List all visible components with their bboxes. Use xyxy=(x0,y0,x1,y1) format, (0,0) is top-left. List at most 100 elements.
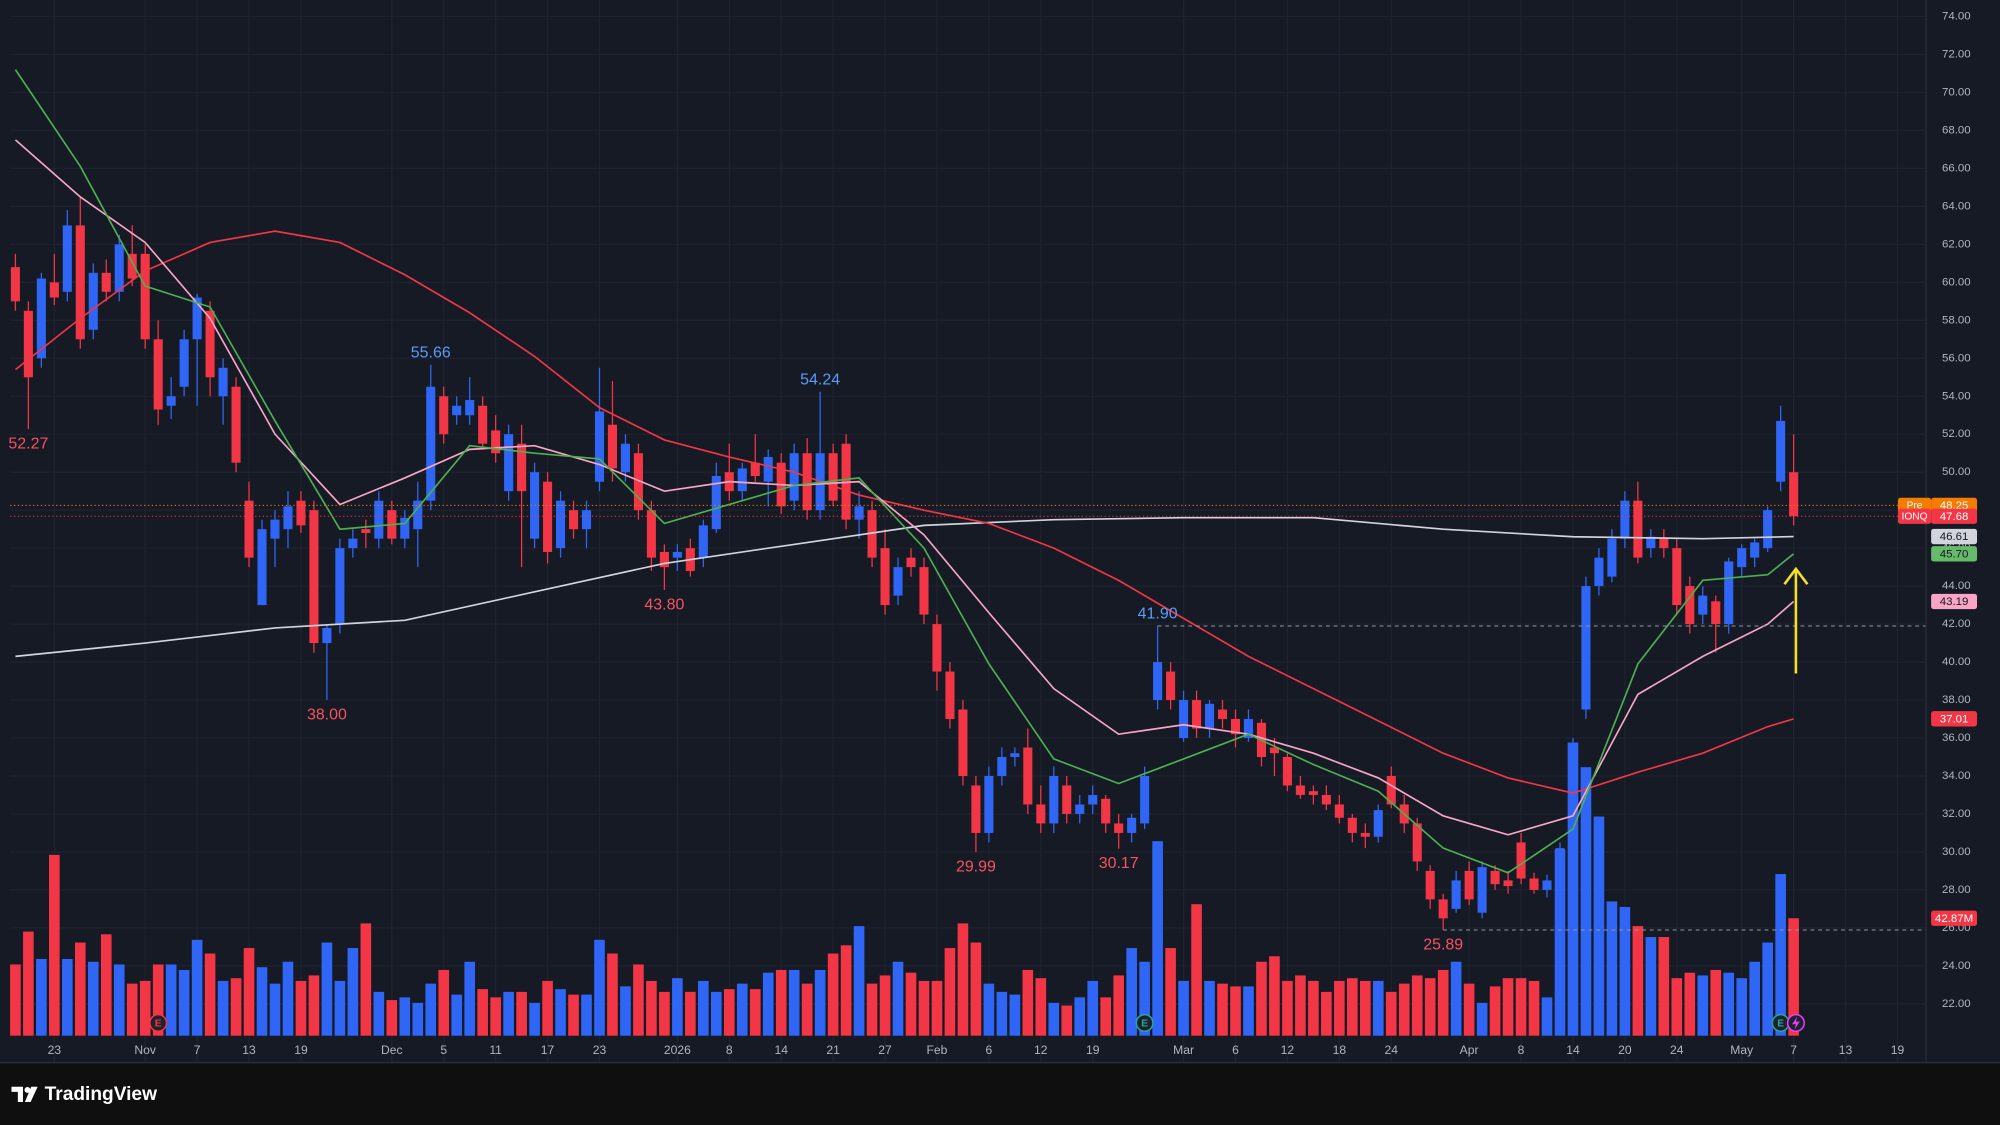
volume-bar xyxy=(451,994,463,1036)
volume-bar xyxy=(775,969,787,1036)
candle-body xyxy=(465,400,475,416)
volume-bar xyxy=(1684,972,1696,1036)
volume-bar xyxy=(788,969,800,1036)
candle-body xyxy=(1036,804,1046,824)
x-tick-label: 8 xyxy=(1518,1043,1525,1057)
brand: TradingView xyxy=(45,1084,157,1105)
candle-body xyxy=(1217,709,1228,720)
candle-body xyxy=(646,510,656,558)
volume-bar xyxy=(581,994,592,1036)
x-tick-label: 19 xyxy=(1891,1043,1905,1057)
y-tick-label: 32.00 xyxy=(1942,808,1971,820)
volume-bar xyxy=(1243,986,1254,1036)
event-label: E xyxy=(1141,1018,1148,1029)
volume-bar xyxy=(672,978,683,1036)
candle-body xyxy=(1646,536,1656,549)
candle-body xyxy=(1282,756,1292,786)
moving-average xyxy=(14,69,1795,874)
volume-bar xyxy=(1035,978,1047,1036)
candle-body xyxy=(581,510,592,530)
event-label: E xyxy=(1777,1018,1784,1029)
candle-body xyxy=(1659,538,1669,549)
candle-body xyxy=(1088,794,1098,805)
y-tick-label: 50.00 xyxy=(1942,466,1971,478)
candle-body xyxy=(1373,810,1383,837)
candle-body xyxy=(802,453,812,511)
volume-bar xyxy=(1658,937,1670,1036)
volume-bar xyxy=(1645,937,1657,1036)
volume-bar xyxy=(217,980,229,1036)
candle-body xyxy=(737,468,747,492)
x-tick-label: 14 xyxy=(1566,1043,1580,1057)
candle-body xyxy=(1581,586,1591,710)
candle-body xyxy=(789,453,799,501)
volume-bar xyxy=(685,991,696,1036)
candle-body xyxy=(62,225,72,292)
y-tick-label: 38.00 xyxy=(1942,694,1971,706)
candle-body xyxy=(1555,848,1565,887)
volume-bar xyxy=(659,991,670,1036)
y-tick-label: 66.00 xyxy=(1942,162,1971,174)
candle-body xyxy=(283,506,293,530)
price-tag xyxy=(1931,910,1978,926)
x-tick-label: 23 xyxy=(593,1043,607,1057)
candle-body xyxy=(1230,719,1241,735)
candle-body xyxy=(854,506,864,520)
candle-body xyxy=(1101,798,1111,824)
x-tick-label: 24 xyxy=(1385,1043,1399,1057)
volume-bar xyxy=(1372,980,1384,1036)
volume-bar xyxy=(555,989,566,1036)
y-tick-label: 68.00 xyxy=(1942,124,1971,136)
candle-body xyxy=(984,775,994,833)
volume-bar xyxy=(1476,1002,1488,1036)
candle-body xyxy=(1425,870,1435,900)
volume-bar xyxy=(113,964,125,1036)
volume-bar xyxy=(360,923,372,1036)
candle-body xyxy=(1295,785,1305,795)
volume-bar xyxy=(840,945,852,1036)
x-tick-label: 18 xyxy=(1333,1043,1347,1057)
volume-bar xyxy=(1178,980,1189,1036)
x-tick-label: Nov xyxy=(134,1043,156,1057)
volume-bar xyxy=(957,923,969,1036)
volume-bar xyxy=(87,961,99,1036)
x-tick-label: 21 xyxy=(826,1043,840,1057)
candle-body xyxy=(568,510,579,530)
price-tag xyxy=(1931,711,1978,727)
volume-bar xyxy=(1061,1005,1073,1036)
x-tick-label: Feb xyxy=(927,1043,948,1057)
candle-body xyxy=(400,517,410,539)
candle-body xyxy=(88,272,98,330)
candle-body xyxy=(270,519,280,539)
candle-body xyxy=(893,567,903,596)
volume-bar xyxy=(74,942,86,1036)
volume-bar xyxy=(373,991,385,1036)
price-annotation: 41.90 xyxy=(1138,606,1178,623)
candle-body xyxy=(1633,500,1643,558)
volume-bar xyxy=(1502,978,1514,1036)
candle-body xyxy=(711,475,721,530)
volume-bar xyxy=(723,989,735,1036)
volume-bar xyxy=(425,983,437,1036)
price-tag-label: 43.19 xyxy=(1940,596,1969,608)
price-tag-label: 47.68 xyxy=(1940,511,1969,523)
candle-body xyxy=(1542,880,1552,890)
volume-bar xyxy=(1749,961,1760,1036)
volume-bar xyxy=(1515,978,1527,1036)
volume-bar xyxy=(866,983,878,1036)
candle-body xyxy=(244,500,254,558)
candle-body xyxy=(1192,700,1202,729)
candle-body xyxy=(517,443,527,492)
event-badge xyxy=(1135,1013,1154,1033)
x-tick-label: May xyxy=(1730,1043,1754,1057)
candle-body xyxy=(1321,794,1331,805)
volume-bar xyxy=(1593,816,1605,1036)
volume-bar xyxy=(1113,975,1124,1036)
candle-body xyxy=(1503,880,1513,887)
volume-bar xyxy=(1762,942,1773,1036)
candle-body xyxy=(218,367,228,397)
volume-bar xyxy=(178,969,190,1036)
candle-body xyxy=(958,709,968,776)
candle-body xyxy=(478,405,488,444)
candle-body xyxy=(1737,548,1747,568)
